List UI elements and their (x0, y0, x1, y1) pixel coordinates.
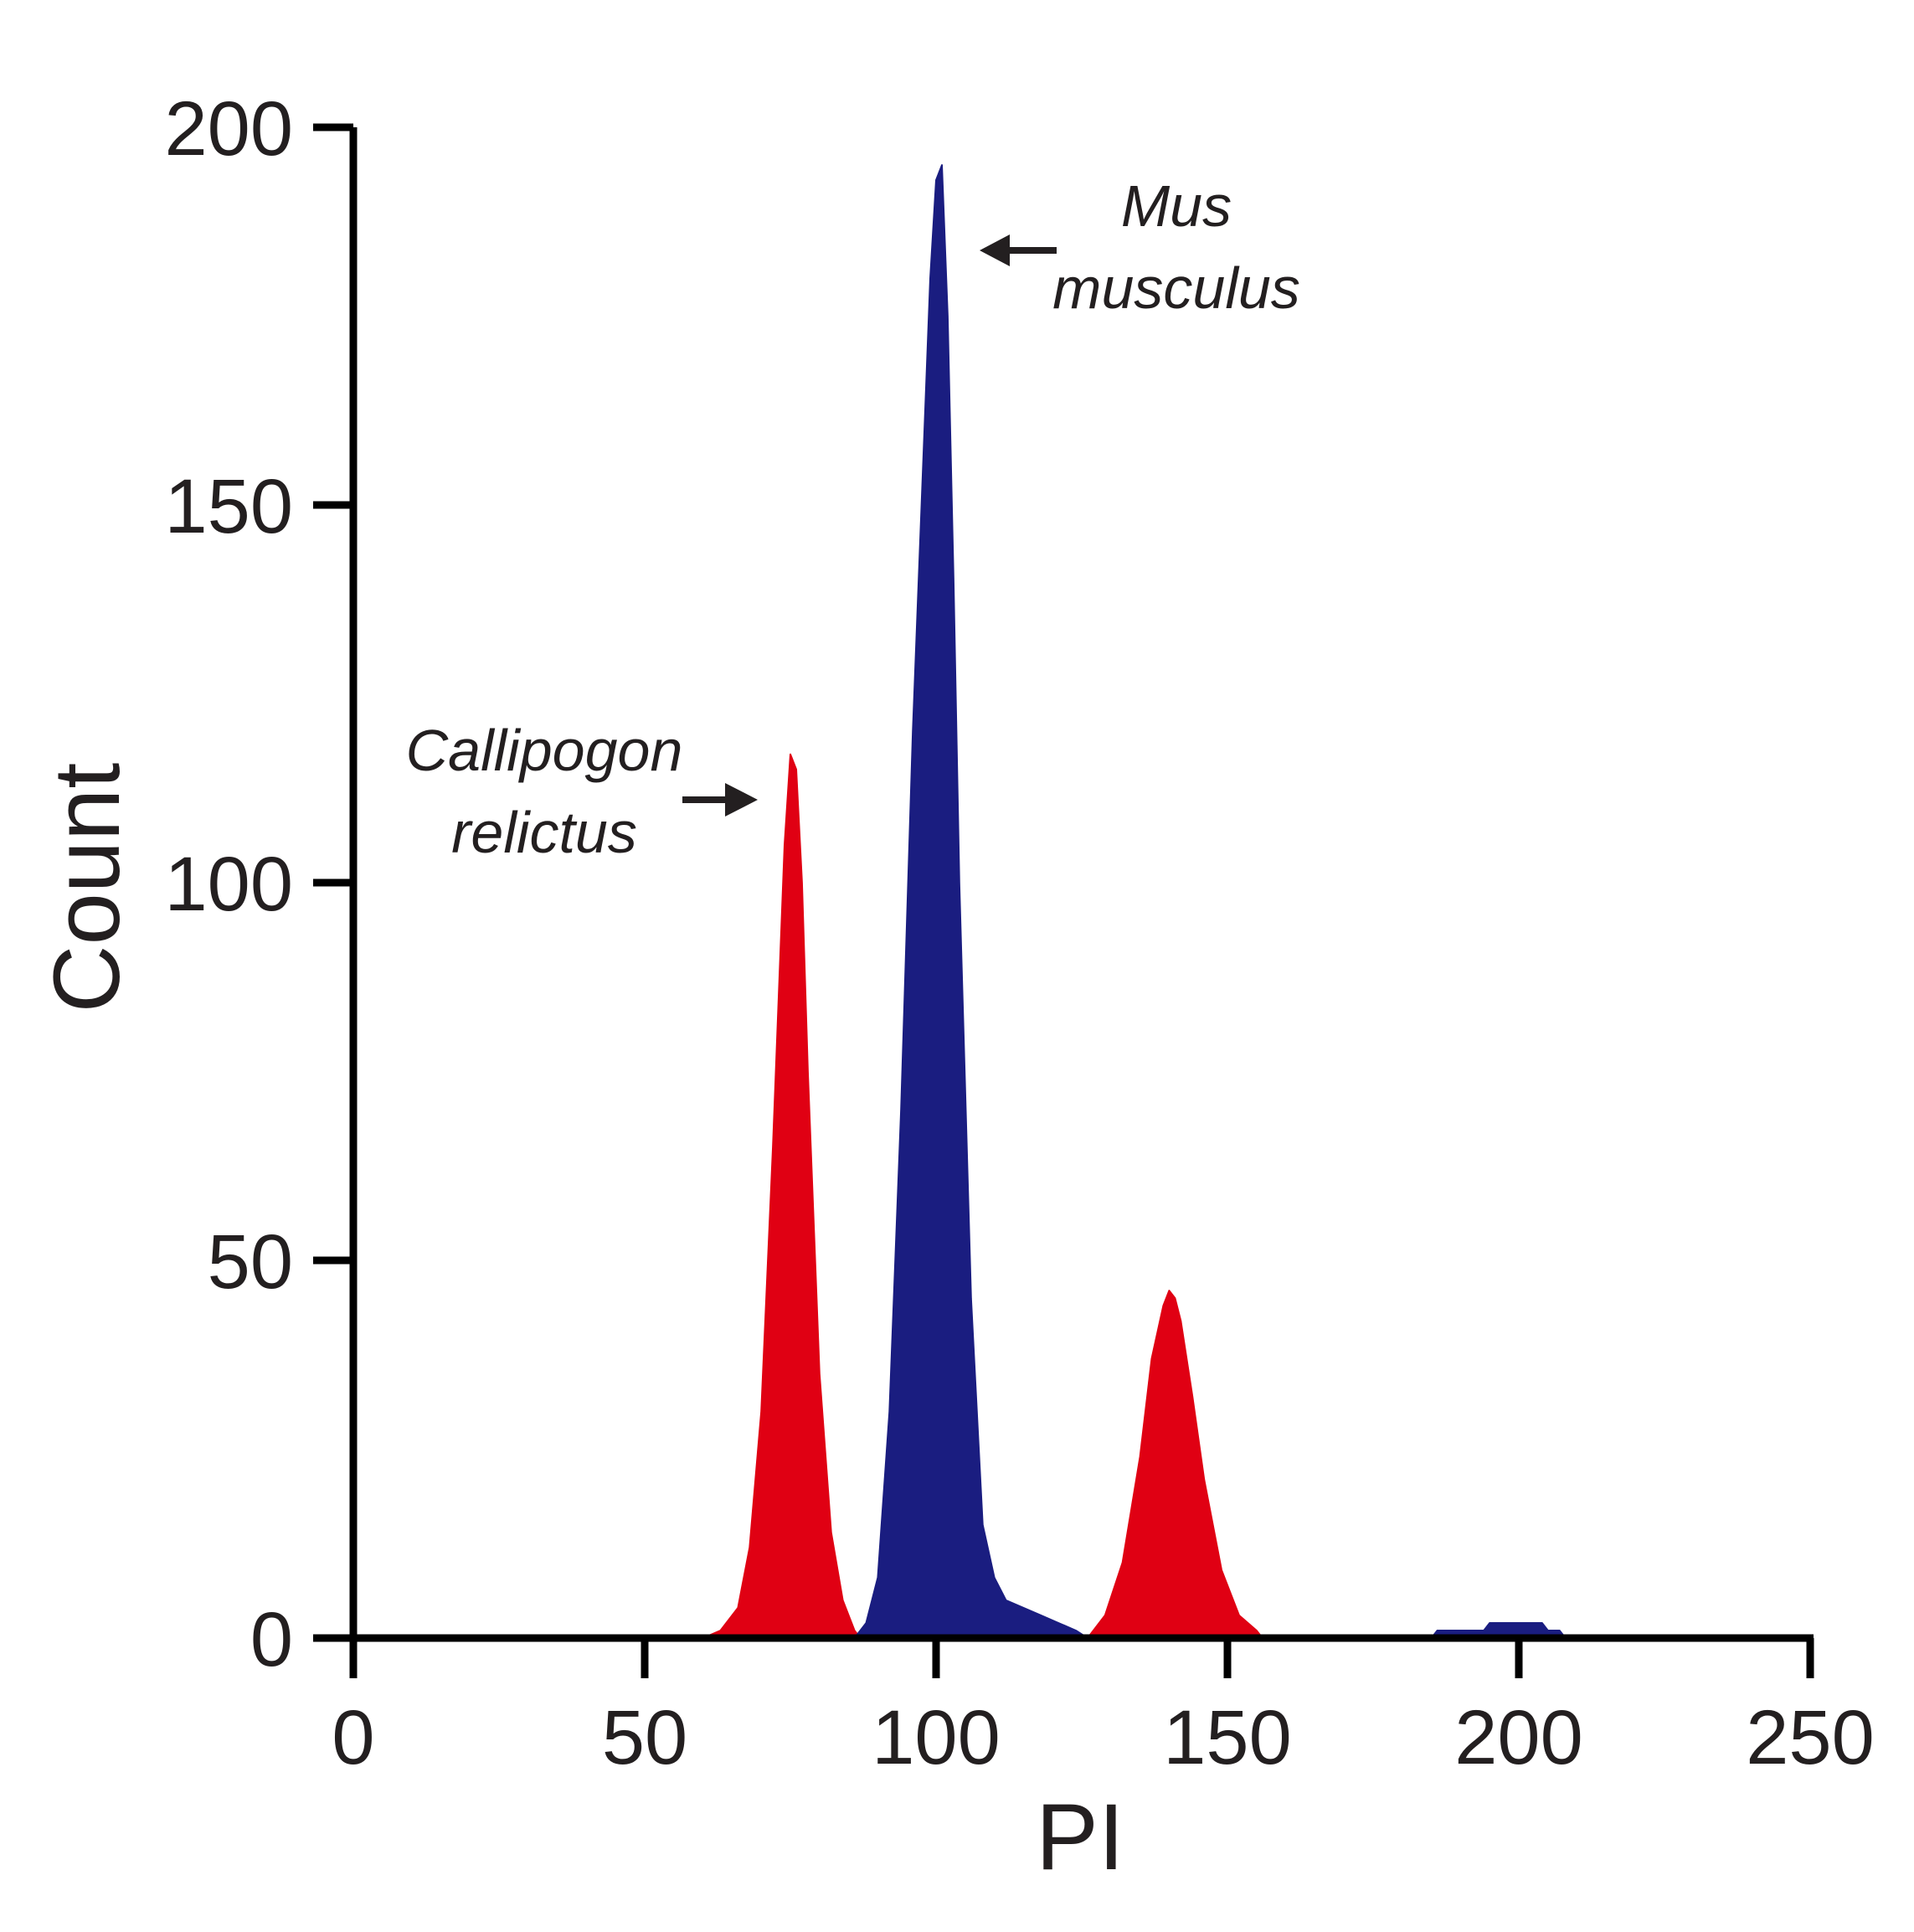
x-tick-label-200: 200 (1454, 1695, 1583, 1780)
y-axis-title: Count (34, 763, 139, 1013)
annotation-callipogon-label-line2: relictus (451, 800, 637, 865)
y-tick-label-100: 100 (165, 842, 294, 927)
series-layer (702, 164, 1567, 1639)
tick-layer: 0 50 100 150 200 0 50 100 150 200 250 (165, 86, 1875, 1780)
y-tick-label-150: 150 (165, 464, 294, 549)
x-tick-label-100: 100 (872, 1695, 1001, 1780)
x-tick-label-150: 150 (1163, 1695, 1292, 1780)
x-tick-label-0: 0 (332, 1695, 374, 1780)
y-tick-label-200: 200 (165, 86, 294, 172)
annotation-callipogon-label-line1: Callipogon (406, 718, 683, 783)
annotation-mus-label-line1: Mus (1121, 173, 1232, 239)
x-axis-title: PI (1036, 1785, 1124, 1889)
arrow-right-icon (682, 783, 758, 817)
series-0-peak-1 (1087, 1290, 1263, 1639)
annotation-mus-label-line2: musculus (1052, 255, 1300, 321)
y-tick-label-0: 0 (250, 1597, 293, 1682)
series-1-peak-0 (853, 164, 1088, 1639)
x-tick-label-250: 250 (1746, 1695, 1875, 1780)
x-tick-label-50: 50 (602, 1695, 687, 1780)
annotation-callipogon-relictus: Callipogon relictus (406, 718, 758, 865)
y-tick-label-50: 50 (208, 1219, 293, 1305)
arrow-left-icon (980, 234, 1057, 266)
series-0-peak-0 (702, 753, 862, 1639)
annotation-mus-musculus: Mus musculus (980, 173, 1300, 321)
